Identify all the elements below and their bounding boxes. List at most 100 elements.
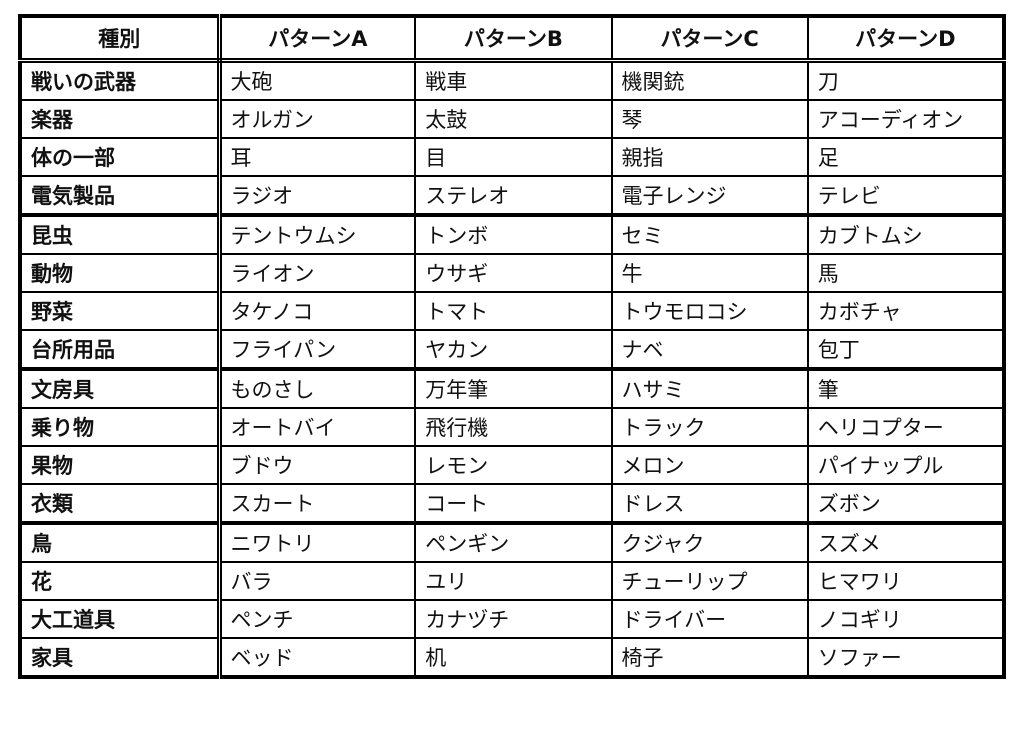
category-cell: 動物: [19, 253, 222, 293]
pattern-b-cell: ヤカン: [414, 329, 613, 370]
pattern-b-cell: カナヅチ: [414, 599, 613, 639]
pattern-b-cell: トンボ: [414, 213, 613, 255]
table-row: 昆虫 テントウムシ トンボ セミ カブトムシ: [19, 213, 1006, 255]
pattern-c-cell: チューリップ: [610, 561, 809, 601]
table-row: 果物 ブドウ レモン メロン パイナップル: [19, 445, 1006, 485]
pattern-c-cell: 琴: [610, 99, 809, 139]
pattern-a-cell: ライオン: [217, 253, 417, 293]
category-cell: 乗り物: [19, 407, 222, 447]
table-row: 乗り物 オートバイ 飛行機 トラック ヘリコプター: [19, 407, 1006, 447]
pattern-b-cell: ユリ: [414, 561, 613, 601]
pattern-c-cell: クジャク: [610, 521, 809, 563]
table-row: 楽器 オルガン 太鼓琴アコーディオン: [19, 99, 1006, 139]
pattern-c-cell: メロン: [610, 445, 809, 485]
table-row: 衣類 スカート コート ドレス ズボン: [19, 483, 1006, 524]
pattern-a-cell: スカート: [217, 483, 417, 524]
pattern-c-cell: 電子レンジ: [610, 175, 809, 216]
pattern-d-cell: 包丁: [806, 329, 1006, 370]
pattern-d-cell: カボチャ: [806, 291, 1006, 331]
pattern-d-cell: ソファー: [806, 637, 1006, 678]
pattern-a-cell: テントウムシ: [217, 213, 417, 255]
table-row: 台所用品 フライパン ヤカン ナベ 包丁: [19, 329, 1006, 370]
pattern-b-cell: 机: [414, 637, 613, 678]
pattern-d-cell: テレビ: [806, 175, 1006, 216]
pattern-a-cell: 大砲: [217, 59, 417, 101]
table-row: 電気製品 ラジオ ステレオ 電子レンジ テレビ: [19, 175, 1006, 216]
category-cell: 鳥: [19, 521, 222, 563]
pattern-b-cell: レモン: [414, 445, 613, 485]
pattern-b-cell: ウサギ: [414, 253, 613, 293]
pattern-b-cell: 目: [414, 137, 613, 177]
pattern-d-cell: ヒマワリ: [806, 561, 1006, 601]
category-cell: 野菜: [19, 291, 222, 331]
pattern-c-cell: セミ: [610, 213, 809, 255]
category-cell: 体の一部: [19, 137, 222, 177]
pattern-c-cell: トウモロコシ: [610, 291, 809, 331]
pattern-a-cell: ニワトリ: [217, 521, 417, 563]
pattern-b-cell: 戦車: [414, 59, 613, 101]
table-row: 野菜 タケノコ トマト トウモロコシ カボチャ: [19, 291, 1006, 331]
category-cell: 衣類: [19, 483, 222, 524]
pattern-a-cell: ベッド: [217, 637, 417, 678]
category-cell: 昆虫: [19, 213, 222, 255]
category-cell: 台所用品: [19, 329, 222, 370]
pattern-c-cell: ドレス: [610, 483, 809, 524]
category-cell: 楽器: [19, 99, 222, 139]
pattern-b-cell: 万年筆: [414, 367, 613, 409]
pattern-b-cell: トマト: [414, 291, 613, 331]
pattern-a-cell: フライパン: [217, 329, 417, 370]
pattern-d-cell: スズメ: [806, 521, 1006, 563]
pattern-d-cell: 筆: [806, 367, 1006, 409]
pattern-c-cell: ハサミ: [610, 367, 809, 409]
table-row: 動物 ライオン ウサギ牛馬: [19, 253, 1006, 293]
table-row: 家具 ベッド机椅子 ソファー: [19, 637, 1006, 678]
pattern-a-cell: タケノコ: [217, 291, 417, 331]
category-cell: 電気製品: [19, 175, 222, 216]
pattern-c-cell: 親指: [610, 137, 809, 177]
pattern-d-cell: ズボン: [806, 483, 1006, 524]
category-cell: 文房具: [19, 367, 222, 409]
pattern-b-cell: 太鼓: [414, 99, 613, 139]
category-cell: 家具: [19, 637, 222, 678]
table-row: 戦いの武器 大砲 戦車 機関銃刀: [19, 59, 1006, 101]
pattern-a-cell: ブドウ: [217, 445, 417, 485]
pattern-a-cell: ものさし: [217, 367, 417, 409]
pattern-d-cell: アコーディオン: [806, 99, 1006, 139]
pattern-a-cell: バラ: [217, 561, 417, 601]
pattern-b-cell: ペンギン: [414, 521, 613, 563]
header-pattern-c: パターンC: [610, 15, 809, 63]
header-pattern-b: パターンB: [414, 15, 613, 63]
table-row: 鳥ニワトリ ペンギン クジャク スズメ: [19, 521, 1006, 563]
header-pattern-a: パターンA: [217, 15, 417, 63]
table-body: 戦いの武器 大砲 戦車 機関銃刀楽器 オルガン 太鼓琴アコーディオン 体の一部耳目親指足電気…: [19, 59, 1006, 678]
pattern-d-cell: 馬: [806, 253, 1006, 293]
pattern-a-cell: ラジオ: [217, 175, 417, 216]
pattern-a-cell: オルガン: [217, 99, 417, 139]
table-row: 大工道具 ペンチ カナヅチ ドライバー ノコギリ: [19, 599, 1006, 639]
pattern-b-cell: コート: [414, 483, 613, 524]
table-row: 文房具 ものさし 万年筆 ハサミ筆: [19, 367, 1006, 409]
category-cell: 大工道具: [19, 599, 222, 639]
pattern-c-cell: 椅子: [610, 637, 809, 678]
pattern-d-cell: 刀: [806, 59, 1006, 101]
category-cell: 果物: [19, 445, 222, 485]
category-cell: 花: [19, 561, 222, 601]
pattern-a-cell: オートバイ: [217, 407, 417, 447]
pattern-a-cell: ペンチ: [217, 599, 417, 639]
pattern-b-cell: 飛行機: [414, 407, 613, 447]
table-row: 花バラ ユリ チューリップ ヒマワリ: [19, 561, 1006, 601]
pattern-c-cell: ドライバー: [610, 599, 809, 639]
pattern-c-cell: 機関銃: [610, 59, 809, 101]
pattern-d-cell: パイナップル: [806, 445, 1006, 485]
pattern-d-cell: 足: [806, 137, 1006, 177]
pattern-c-cell: 牛: [610, 253, 809, 293]
pattern-d-cell: ヘリコプター: [806, 407, 1006, 447]
pattern-d-cell: ノコギリ: [806, 599, 1006, 639]
header-pattern-d: パターンD: [806, 15, 1006, 63]
category-cell: 戦いの武器: [19, 59, 222, 101]
pattern-b-cell: ステレオ: [414, 175, 613, 216]
table-row: 体の一部耳目親指足: [19, 137, 1006, 177]
header-row: 種別 パターンA パターンB パターンC パターンD: [19, 15, 1006, 63]
header-category: 種別: [19, 15, 222, 63]
pattern-d-cell: カブトムシ: [806, 213, 1006, 255]
